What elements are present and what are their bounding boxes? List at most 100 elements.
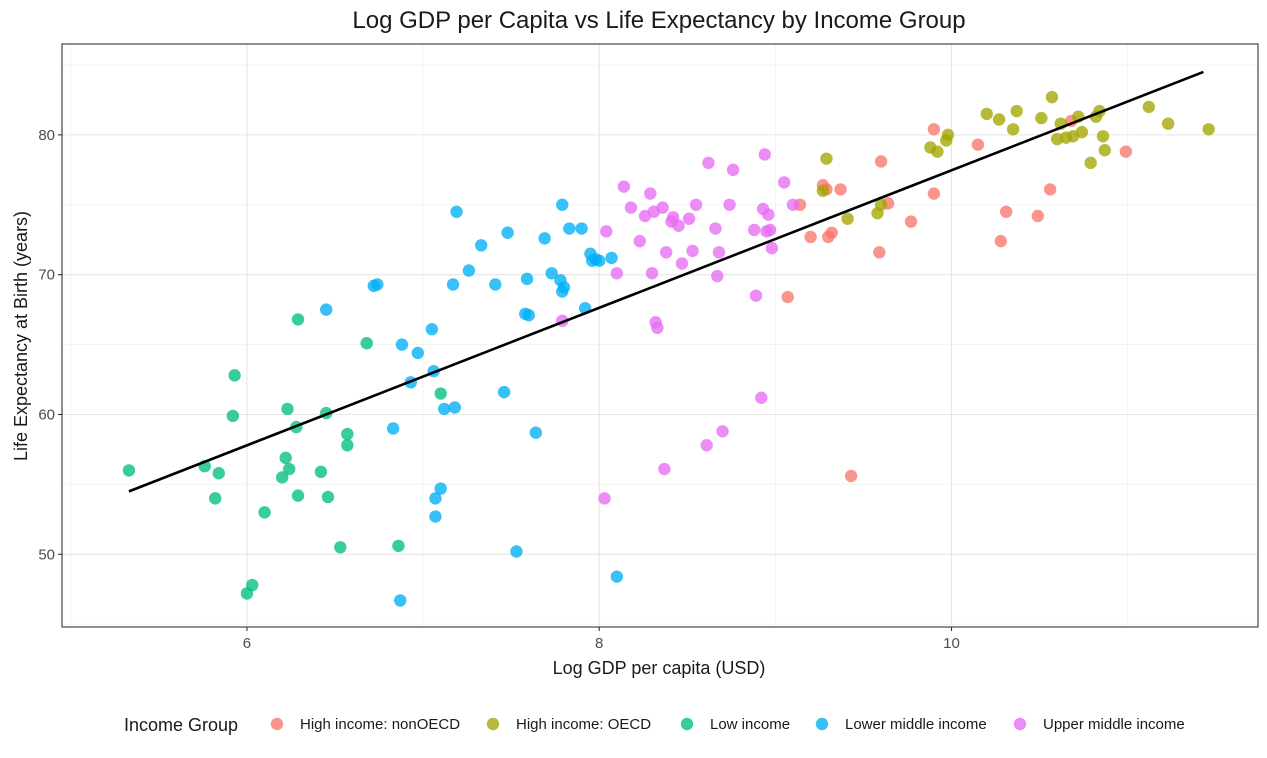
point-upper-middle-income [748,223,761,237]
point-low-income [275,471,289,484]
point-lower-middle-income [371,278,384,291]
point-lower-middle-income [434,482,447,495]
point-lower-middle-income [529,426,543,439]
point-high-income-oecd [841,212,854,225]
point-upper-middle-income [712,246,726,259]
point-high-income-oecd [980,107,993,121]
point-low-income [341,427,354,441]
x-tick-label: 8 [595,635,603,652]
point-high-income-oecd [874,198,888,211]
point-upper-middle-income [716,425,729,438]
point-high-income-nonoecd [844,469,858,483]
point-upper-middle-income [762,208,775,221]
point-upper-middle-income [765,241,779,255]
point-lower-middle-income [395,338,409,351]
point-upper-middle-income [675,257,689,270]
legend-key-upper-middle-income [1013,717,1027,731]
point-low-income [434,387,447,400]
point-lower-middle-income [575,222,588,235]
point-low-income [341,439,354,452]
x-axis-ticks: 6 8 10 [243,627,960,652]
point-low-income [246,578,259,592]
point-high-income-oecd [1096,130,1110,143]
point-upper-middle-income [682,212,696,225]
point-high-income-oecd [1161,117,1175,130]
minor-gridlines [62,44,1258,627]
point-lower-middle-income [556,198,569,211]
point-upper-middle-income [624,201,638,214]
y-tick-label: 60 [38,406,55,423]
point-upper-middle-income [726,163,740,177]
point-low-income [279,451,292,465]
point-high-income-oecd [820,152,833,165]
legend-label-low-income: Low income [710,716,790,733]
point-lower-middle-income [320,303,333,316]
legend-items: High income: nonOECD High income: OECD Low… [270,716,1185,733]
point-lower-middle-income [489,278,502,291]
point-high-income-oecd [1142,100,1155,114]
point-high-income-nonoecd [971,138,985,151]
point-high-income-oecd [1202,123,1215,136]
point-lower-middle-income [429,510,442,523]
point-lower-middle-income [386,422,400,435]
x-tick-label: 10 [943,635,960,652]
plot-border [61,43,1259,628]
legend-key-high-income-nonoecd [270,717,284,731]
point-low-income [291,489,305,502]
point-lower-middle-income [462,264,476,277]
point-upper-middle-income [758,148,772,161]
major-gridlines [62,44,1258,627]
point-high-income-oecd [1098,144,1111,157]
point-lower-middle-income [501,226,514,239]
point-upper-middle-income [711,269,724,283]
legend-label-high-income-nonoecd: High income: nonOECD [300,716,460,733]
point-upper-middle-income [672,219,685,232]
point-upper-middle-income [755,391,768,404]
point-lower-middle-income [446,278,460,291]
point-upper-middle-income [645,267,659,280]
point-high-income-oecd [1045,90,1059,104]
point-lower-middle-income [510,545,523,558]
point-low-income [283,462,296,476]
chart-title: Log GDP per Capita vs Life Expectancy by… [352,7,965,34]
point-lower-middle-income [605,251,618,265]
point-lower-middle-income [557,281,571,294]
point-high-income-oecd [1084,156,1097,170]
point-high-income-nonoecd [834,183,847,196]
point-upper-middle-income [656,201,669,214]
point-lower-middle-income [411,346,425,360]
point-low-income [228,369,241,382]
point-lower-middle-income [593,254,606,267]
point-high-income-nonoecd [781,290,794,304]
point-upper-middle-income [633,234,646,248]
point-upper-middle-income [786,198,800,211]
point-high-income-nonoecd [873,246,886,259]
legend-label-high-income-oecd: High income: OECD [516,716,651,733]
point-high-income-nonoecd [927,123,941,136]
point-low-income [291,313,305,326]
point-lower-middle-income [425,323,439,336]
point-lower-middle-income [448,401,461,414]
legend-label-lower-middle-income: Lower middle income [845,716,987,733]
point-upper-middle-income [689,198,703,211]
point-upper-middle-income [659,246,673,259]
point-lower-middle-income [563,222,576,235]
point-upper-middle-income [651,321,664,335]
trend-line-group [128,70,1204,493]
y-tick-label: 80 [38,127,55,144]
point-high-income-oecd [1075,125,1089,139]
point-high-income-nonoecd [994,234,1008,248]
point-high-income-nonoecd [804,230,817,244]
point-low-income [209,492,222,505]
point-upper-middle-income [610,267,624,280]
data-points [122,90,1215,607]
point-upper-middle-income [723,198,736,211]
point-upper-middle-income [749,289,763,302]
trend-line [128,70,1204,493]
point-high-income-oecd [992,113,1006,126]
point-high-income-nonoecd [822,230,835,244]
y-axis-title: Life Expectancy at Birth (years) [11,211,31,461]
x-axis-title: Log GDP per capita (USD) [553,658,766,678]
point-upper-middle-income [600,225,613,238]
